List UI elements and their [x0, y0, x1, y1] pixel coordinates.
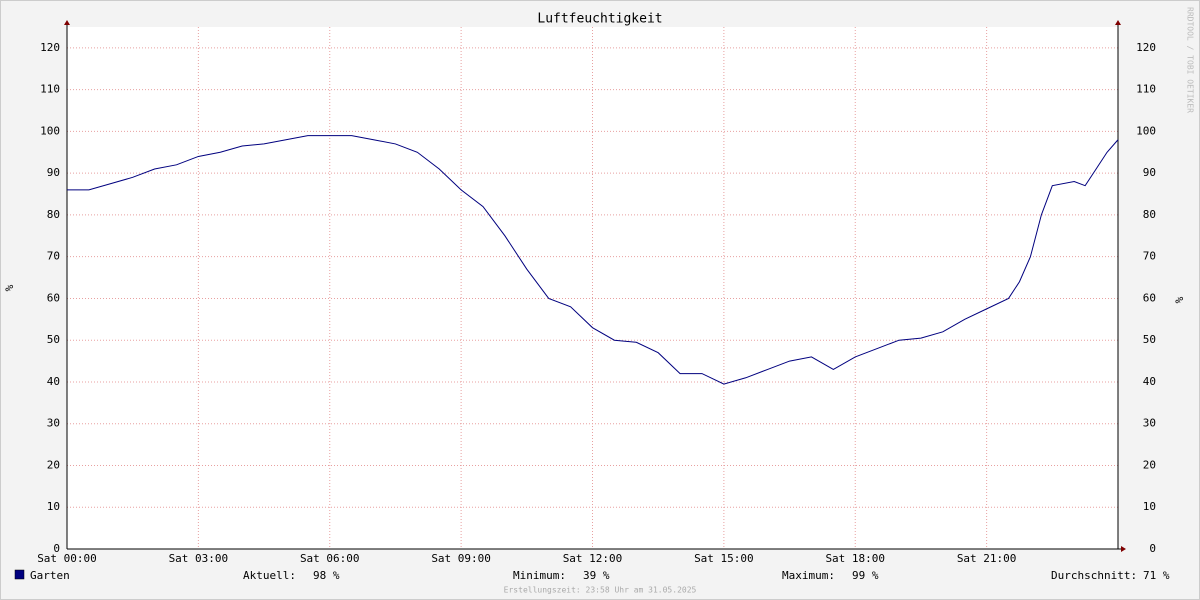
y2-tick-label: 100: [1136, 124, 1156, 137]
y2-axis-label: %: [1173, 296, 1186, 303]
arrow: [1115, 20, 1121, 25]
y-tick-label: 100: [40, 124, 60, 137]
y-tick-label: 60: [47, 291, 60, 304]
x-tick-label: Sat 03:00: [169, 552, 229, 565]
y-tick-label: 30: [47, 417, 60, 430]
stat-value: 98 %: [313, 569, 340, 582]
y-tick-label: 20: [47, 458, 60, 471]
stat-value: 99 %: [852, 569, 879, 582]
stat-value: 71 %: [1143, 569, 1170, 582]
legend-swatch: [14, 569, 25, 580]
y-axis-label: %: [3, 284, 16, 291]
arrow: [64, 20, 70, 25]
y2-tick-label: 50: [1143, 333, 1156, 346]
y2-tick-label: 10: [1143, 500, 1156, 513]
y-tick-label: 120: [40, 41, 60, 54]
y2-tick-label: 0: [1149, 542, 1156, 555]
y-tick-label: 80: [47, 208, 60, 221]
stat-label: Minimum:: [513, 569, 566, 582]
x-tick-label: Sat 21:00: [957, 552, 1017, 565]
y-tick-label: 50: [47, 333, 60, 346]
y-tick-label: 90: [47, 166, 60, 179]
series-line: [67, 135, 1119, 385]
x-tick-label: Sat 06:00: [300, 552, 360, 565]
x-tick-label: Sat 15:00: [694, 552, 754, 565]
footer: Erstellungszeit: 23:58 Uhr am 31.05.2025: [504, 586, 697, 595]
legend-label: Garten: [30, 569, 70, 582]
y2-tick-label: 30: [1143, 417, 1156, 430]
y-tick-label: 40: [47, 375, 60, 388]
y2-tick-label: 120: [1136, 41, 1156, 54]
y2-tick-label: 70: [1143, 250, 1156, 263]
side-text: RRDTOOL / TOBI OETIKER: [1186, 7, 1195, 113]
stat-label: Durchschnitt:: [1051, 569, 1137, 582]
y2-tick-label: 60: [1143, 291, 1156, 304]
y2-tick-label: 20: [1143, 458, 1156, 471]
chart-title: Luftfeuchtigkeit: [537, 12, 662, 27]
y2-tick-label: 80: [1143, 208, 1156, 221]
x-tick-label: Sat 12:00: [563, 552, 623, 565]
x-tick-label: Sat 00:00: [37, 552, 97, 565]
y2-tick-label: 90: [1143, 166, 1156, 179]
stat-value: 39 %: [583, 569, 610, 582]
y-tick-label: 0: [53, 542, 60, 555]
stat-label: Aktuell:: [243, 569, 296, 582]
y-tick-label: 10: [47, 500, 60, 513]
arrow: [1121, 546, 1126, 552]
y2-tick-label: 110: [1136, 83, 1156, 96]
y2-tick-label: 40: [1143, 375, 1156, 388]
y-tick-label: 70: [47, 250, 60, 263]
y-tick-label: 110: [40, 83, 60, 96]
x-tick-label: Sat 18:00: [825, 552, 885, 565]
stat-label: Maximum:: [782, 569, 835, 582]
x-tick-label: Sat 09:00: [431, 552, 491, 565]
